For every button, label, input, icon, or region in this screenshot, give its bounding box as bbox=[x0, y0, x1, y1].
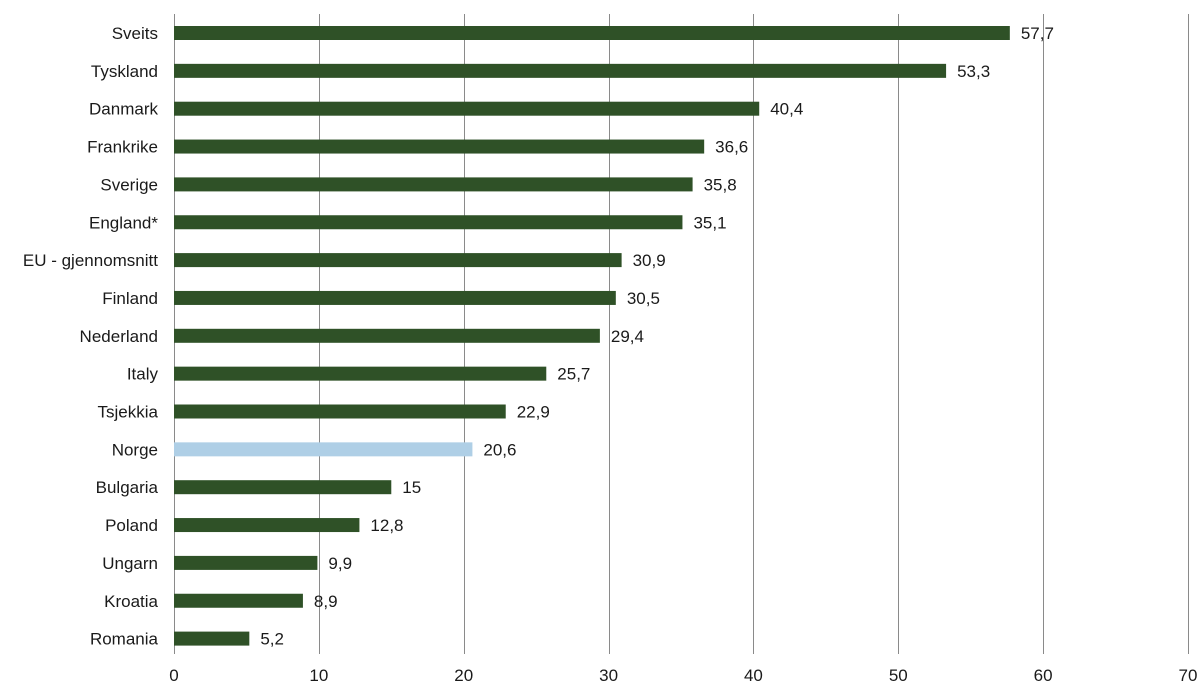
value-label-england: 35,1 bbox=[693, 213, 726, 232]
bar-norge bbox=[174, 442, 473, 457]
category-label-poland: Poland bbox=[105, 516, 158, 535]
category-label-ungarn: Ungarn bbox=[102, 554, 158, 573]
x-tick-label: 50 bbox=[889, 666, 908, 685]
value-label-poland: 12,8 bbox=[370, 516, 403, 535]
bar-danmark bbox=[174, 101, 760, 116]
bar-england bbox=[174, 215, 683, 230]
category-label-sveits: Sveits bbox=[112, 24, 158, 43]
category-label-kroatia: Kroatia bbox=[104, 592, 158, 611]
category-label-bulgaria: Bulgaria bbox=[96, 478, 159, 497]
value-label-sveits: 57,7 bbox=[1021, 24, 1054, 43]
category-label-italy: Italy bbox=[127, 365, 159, 384]
bar-italy bbox=[174, 366, 547, 381]
category-label-tyskland: Tyskland bbox=[91, 62, 158, 81]
category-label-frankrike: Frankrike bbox=[87, 138, 158, 157]
bar-poland bbox=[174, 518, 360, 533]
bar-bulgaria bbox=[174, 480, 392, 495]
x-tick-label: 60 bbox=[1034, 666, 1053, 685]
value-label-tsjekkia: 22,9 bbox=[517, 403, 550, 422]
category-label-tsjekkia: Tsjekkia bbox=[98, 403, 159, 422]
bar-tsjekkia bbox=[174, 404, 506, 419]
value-label-romania: 5,2 bbox=[260, 630, 284, 649]
category-label-romania: Romania bbox=[90, 630, 159, 649]
x-tick-label: 0 bbox=[169, 666, 178, 685]
category-label-danmark: Danmark bbox=[89, 100, 158, 119]
bar-finland bbox=[174, 290, 616, 305]
x-axis-tick-labels: 0 10 20 30 40 50 60 70 bbox=[169, 666, 1197, 685]
value-label-kroatia: 8,9 bbox=[314, 592, 338, 611]
value-label-danmark: 40,4 bbox=[770, 100, 803, 119]
bar-eu-gjennomsnitt bbox=[174, 253, 622, 268]
x-tick-label: 20 bbox=[454, 666, 473, 685]
x-tick-label: 30 bbox=[599, 666, 618, 685]
x-tick-label: 10 bbox=[309, 666, 328, 685]
x-tick-label: 40 bbox=[744, 666, 763, 685]
value-label-finland: 30,5 bbox=[627, 289, 660, 308]
value-label-norge: 20,6 bbox=[483, 440, 516, 459]
bar-frankrike bbox=[174, 139, 705, 154]
value-labels: 57,7 53,3 40,4 36,6 35,8 35,1 30,9 30,5 29,4 25,7… bbox=[260, 24, 1054, 649]
value-label-italy: 25,7 bbox=[557, 365, 590, 384]
value-label-frankrike: 36,6 bbox=[715, 138, 748, 157]
bar-kroatia bbox=[174, 593, 303, 608]
category-label-finland: Finland bbox=[102, 289, 158, 308]
bar-romania bbox=[174, 631, 250, 646]
bar-ungarn bbox=[174, 555, 318, 570]
category-label-nederland: Nederland bbox=[80, 327, 158, 346]
value-label-bulgaria: 15 bbox=[402, 478, 421, 497]
bar-sveits bbox=[174, 26, 1010, 40]
bars bbox=[174, 26, 1010, 646]
x-tick-label: 70 bbox=[1179, 666, 1198, 685]
bar-nederland bbox=[174, 328, 600, 343]
value-label-eu-gjennomsnitt: 30,9 bbox=[633, 251, 666, 270]
value-label-sverige: 35,8 bbox=[704, 175, 737, 194]
category-label-eu-gjennomsnitt: EU - gjennomsnitt bbox=[23, 251, 158, 270]
bar-tyskland bbox=[174, 63, 947, 78]
category-label-sverige: Sverige bbox=[100, 175, 158, 194]
value-label-ungarn: 9,9 bbox=[328, 554, 352, 573]
category-label-england: England* bbox=[89, 213, 158, 232]
value-label-nederland: 29,4 bbox=[611, 327, 644, 346]
value-label-tyskland: 53,3 bbox=[957, 62, 990, 81]
category-labels: Sveits Tyskland Danmark Frankrike Sverige Eng… bbox=[23, 24, 159, 649]
bar-sverige bbox=[174, 177, 693, 192]
category-label-norge: Norge bbox=[112, 440, 158, 459]
